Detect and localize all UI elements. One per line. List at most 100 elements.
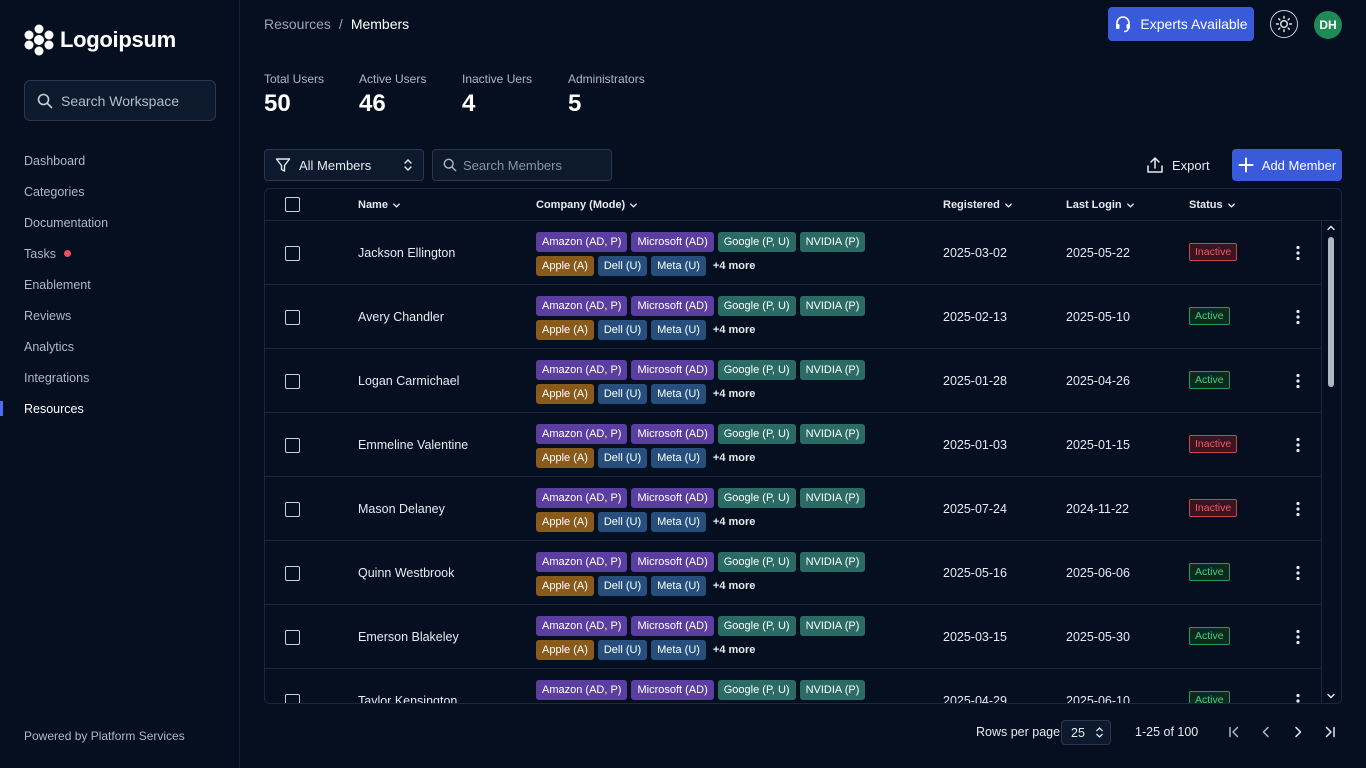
more-vertical-icon bbox=[1296, 373, 1300, 389]
row-checkbox[interactable] bbox=[285, 438, 300, 453]
breadcrumb-parent-link[interactable]: Resources bbox=[264, 16, 331, 32]
scroll-up-icon[interactable] bbox=[1326, 223, 1336, 233]
breadcrumb: Resources / Members bbox=[264, 16, 409, 32]
tag-line: Amazon (AD, P) Microsoft (AD) Google (P, U… bbox=[536, 296, 916, 316]
row-checkbox[interactable] bbox=[285, 374, 300, 389]
company-tags: Amazon (AD, P) Microsoft (AD) Google (P, U… bbox=[536, 232, 916, 280]
last-page-button[interactable] bbox=[1322, 724, 1338, 740]
member-search-input[interactable] bbox=[463, 157, 603, 173]
column-header-name[interactable]: Name bbox=[358, 199, 401, 211]
row-actions-button[interactable] bbox=[1295, 309, 1301, 328]
row-checkbox[interactable] bbox=[285, 310, 300, 325]
more-tags-link[interactable]: +4 more bbox=[712, 516, 756, 528]
more-tags-link[interactable]: +4 more bbox=[712, 324, 756, 336]
breadcrumb-current: Members bbox=[350, 16, 410, 32]
more-vertical-icon bbox=[1296, 565, 1300, 581]
column-header-registered[interactable]: Registered bbox=[943, 199, 1013, 211]
chevron-right-icon bbox=[1295, 726, 1302, 738]
add-member-button[interactable]: Add Member bbox=[1232, 149, 1342, 181]
sidebar-item-tasks[interactable]: Tasks bbox=[0, 238, 240, 269]
row-checkbox[interactable] bbox=[285, 246, 300, 261]
tag-line: Apple (A) Dell (U) Meta (U) +4 more bbox=[536, 576, 916, 596]
table-row[interactable]: Avery Chandler Amazon (AD, P) Microsoft (A… bbox=[265, 285, 1321, 349]
company-tag: Google (P, U) bbox=[717, 360, 796, 380]
previous-page-button[interactable] bbox=[1258, 724, 1274, 740]
sidebar-item-integrations[interactable]: Integrations bbox=[0, 362, 240, 393]
scroll-down-icon[interactable] bbox=[1326, 691, 1336, 701]
table-body: Jackson Ellington Amazon (AD, P) Microsoft… bbox=[265, 221, 1321, 703]
rows-per-page-select[interactable]: 25 bbox=[1061, 720, 1111, 745]
plus-icon bbox=[1238, 157, 1254, 173]
more-vertical-icon bbox=[1296, 437, 1300, 453]
row-actions-button[interactable] bbox=[1295, 501, 1301, 520]
sidebar-item-categories[interactable]: Categories bbox=[0, 176, 240, 207]
sidebar-item-label: Resources bbox=[24, 401, 84, 416]
row-actions-button[interactable] bbox=[1295, 373, 1301, 392]
chevron-down-icon bbox=[1126, 202, 1134, 208]
row-actions-button[interactable] bbox=[1295, 693, 1301, 703]
sidebar-item-enablement[interactable]: Enablement bbox=[0, 269, 240, 300]
table-row[interactable]: Logan Carmichael Amazon (AD, P) Microsoft … bbox=[265, 349, 1321, 413]
row-checkbox[interactable] bbox=[285, 630, 300, 645]
select-all-checkbox[interactable] bbox=[285, 197, 300, 212]
row-actions-button[interactable] bbox=[1295, 565, 1301, 584]
column-header-company[interactable]: Company (Mode) bbox=[536, 199, 638, 211]
member-name: Mason Delaney bbox=[358, 502, 445, 516]
experts-available-button[interactable]: Experts Available bbox=[1108, 7, 1254, 41]
table-row[interactable]: Emmeline Valentine Amazon (AD, P) Microsof… bbox=[265, 413, 1321, 477]
company-tag: Google (P, U) bbox=[717, 616, 796, 636]
more-tags-link[interactable]: +4 more bbox=[712, 580, 756, 592]
member-filter-select[interactable]: All Members bbox=[264, 149, 424, 181]
more-tags-link[interactable]: +4 more bbox=[712, 452, 756, 464]
table-row[interactable]: Mason Delaney Amazon (AD, P) Microsoft (AD… bbox=[265, 477, 1321, 541]
company-tag: Dell (U) bbox=[597, 320, 648, 340]
status-badge: Active bbox=[1189, 307, 1230, 325]
row-actions-button[interactable] bbox=[1295, 245, 1301, 264]
company-tags: Amazon (AD, P) Microsoft (AD) Google (P, U… bbox=[536, 488, 916, 536]
status-cell: Active bbox=[1189, 691, 1230, 703]
company-tag: Microsoft (AD) bbox=[631, 616, 714, 636]
status-cell: Active bbox=[1189, 563, 1230, 581]
row-actions-button[interactable] bbox=[1295, 437, 1301, 456]
column-header-last-login[interactable]: Last Login bbox=[1066, 199, 1135, 211]
more-tags-link[interactable]: +4 more bbox=[712, 388, 756, 400]
row-checkbox[interactable] bbox=[285, 502, 300, 517]
sidebar-item-resources[interactable]: Resources bbox=[0, 393, 240, 424]
table-row[interactable]: Jackson Ellington Amazon (AD, P) Microsoft… bbox=[265, 221, 1321, 285]
column-header-status[interactable]: Status bbox=[1189, 199, 1236, 211]
stat-administrators: Administrators 5 bbox=[568, 72, 645, 118]
filter-icon bbox=[275, 158, 291, 172]
checkbox-box bbox=[285, 310, 300, 325]
table-row[interactable]: Emerson Blakeley Amazon (AD, P) Microsoft … bbox=[265, 605, 1321, 669]
sidebar-item-dashboard[interactable]: Dashboard bbox=[0, 145, 240, 176]
workspace-search[interactable]: Search Workspace bbox=[24, 80, 216, 121]
more-vertical-icon bbox=[1296, 629, 1300, 645]
sidebar-item-reviews[interactable]: Reviews bbox=[0, 300, 240, 331]
company-tag: Apple (A) bbox=[536, 320, 594, 340]
tag-line: Amazon (AD, P) Microsoft (AD) Google (P, U… bbox=[536, 488, 916, 508]
logo[interactable]: Logoipsum bbox=[24, 24, 176, 56]
first-page-button[interactable] bbox=[1226, 724, 1242, 740]
row-checkbox[interactable] bbox=[285, 694, 300, 703]
next-page-button[interactable] bbox=[1290, 724, 1306, 740]
more-tags-link[interactable]: +4 more bbox=[712, 644, 756, 656]
stat-label: Administrators bbox=[568, 72, 645, 86]
stat-label: Total Users bbox=[264, 72, 325, 86]
scrollbar-thumb[interactable] bbox=[1328, 237, 1334, 387]
table-row[interactable]: Quinn Westbrook Amazon (AD, P) Microsoft (… bbox=[265, 541, 1321, 605]
export-button[interactable]: Export bbox=[1146, 152, 1210, 178]
company-tag: Microsoft (AD) bbox=[631, 680, 714, 700]
member-filter-value: All Members bbox=[299, 157, 372, 173]
chevron-down-icon bbox=[393, 202, 400, 208]
table-row[interactable]: Taylor Kensington Amazon (AD, P) Microsoft… bbox=[265, 669, 1321, 703]
company-tag: Microsoft (AD) bbox=[631, 296, 714, 316]
avatar[interactable]: DH bbox=[1314, 11, 1342, 39]
company-tag: Apple (A) bbox=[536, 256, 594, 276]
row-checkbox[interactable] bbox=[285, 566, 300, 581]
theme-toggle-button[interactable] bbox=[1270, 10, 1298, 38]
row-actions-button[interactable] bbox=[1295, 629, 1301, 648]
sidebar-item-analytics[interactable]: Analytics bbox=[0, 331, 240, 362]
more-tags-link[interactable]: +4 more bbox=[712, 260, 756, 272]
table-scrollbar[interactable] bbox=[1321, 221, 1341, 703]
sidebar-item-documentation[interactable]: Documentation bbox=[0, 207, 240, 238]
